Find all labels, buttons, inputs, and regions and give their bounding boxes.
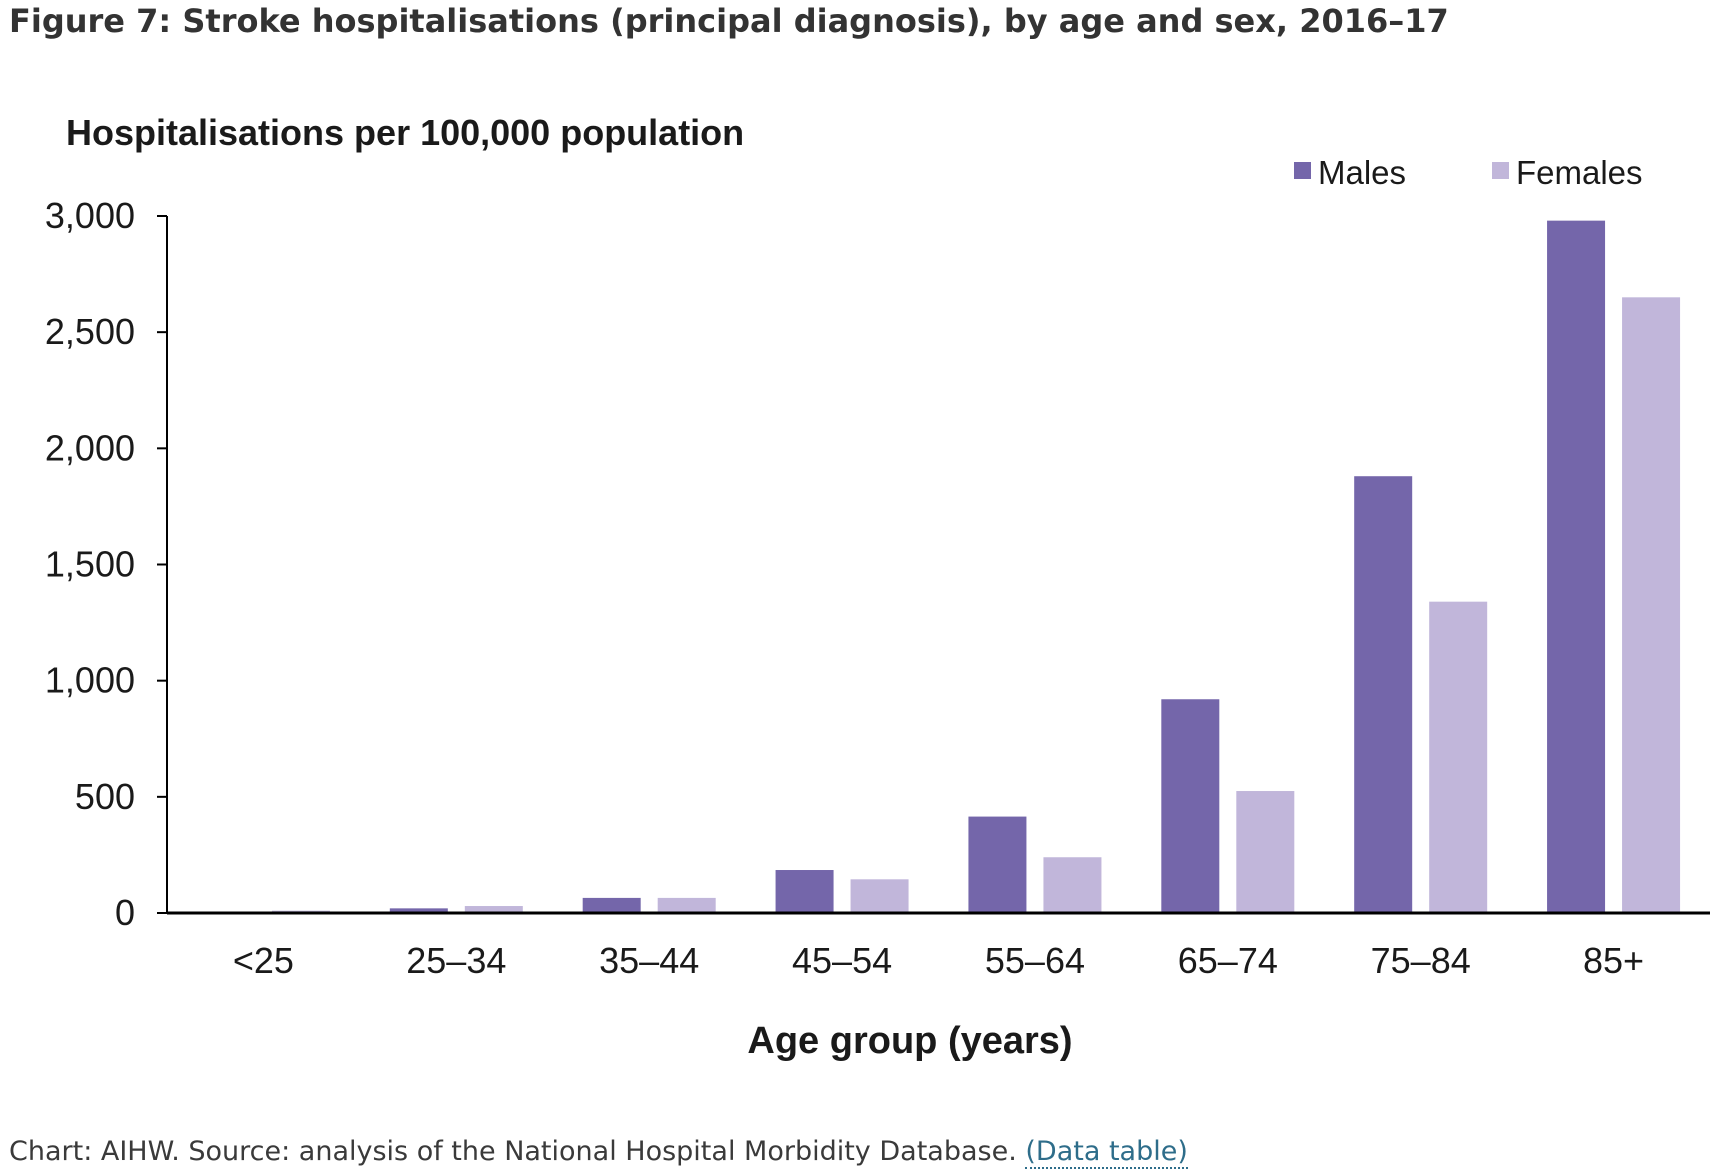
y-axis-title: Hospitalisations per 100,000 population	[66, 112, 744, 153]
bar-females	[464, 906, 523, 913]
bar-females	[850, 879, 909, 913]
bar-chart: Hospitalisations per 100,000 population …	[45, 112, 1710, 1062]
bar-females	[1429, 601, 1488, 913]
x-tick-label: 85+	[1583, 940, 1644, 981]
y-tick-label: 500	[75, 776, 135, 817]
x-tick-label: 65–74	[1178, 940, 1278, 981]
x-tick-label: 25–34	[406, 940, 506, 981]
bar-males	[582, 897, 641, 913]
x-axis: <25 25–34 35–44 45–54 55–64 65–74 75–84 85+	[167, 911, 1710, 981]
legend-swatch-females	[1492, 162, 1509, 179]
bar-males	[1547, 220, 1606, 913]
bar-males	[968, 816, 1027, 913]
x-tick-label: 55–64	[985, 940, 1085, 981]
bar-males	[1161, 699, 1220, 913]
x-tick-label: 75–84	[1371, 940, 1471, 981]
x-tick-label: 35–44	[599, 940, 699, 981]
figure-title: Figure 7: Stroke hospitalisations (princ…	[9, 2, 1449, 40]
x-tick-label: <25	[233, 940, 294, 981]
legend-label-males: Males	[1318, 154, 1406, 191]
y-tick-label: 0	[115, 892, 135, 933]
x-tick-label: 45–54	[792, 940, 892, 981]
y-axis: 0 500 1,000 1,500 2,000 2,500 3,000	[45, 195, 168, 933]
legend-label-females: Females	[1516, 154, 1643, 191]
bar-males	[775, 870, 834, 913]
legend: Males Females	[1294, 154, 1643, 191]
bar-females	[1622, 297, 1681, 914]
legend-swatch-males	[1294, 162, 1311, 179]
bar-females	[657, 897, 716, 913]
bar-females	[1236, 791, 1295, 913]
y-tick-label: 1,000	[45, 660, 135, 701]
y-tick-label: 3,000	[45, 195, 135, 236]
bar-males	[389, 908, 448, 913]
caption-text: Chart: AIHW. Source: analysis of the Nat…	[9, 1136, 1017, 1167]
bar-males	[1354, 476, 1413, 913]
chart-caption: Chart: AIHW. Source: analysis of the Nat…	[9, 1136, 1188, 1169]
bar-females	[1043, 857, 1102, 913]
y-tick-label: 2,000	[45, 427, 135, 468]
x-axis-title: Age group (years)	[747, 1020, 1072, 1062]
data-table-link[interactable]: (Data table)	[1025, 1136, 1188, 1169]
y-tick-label: 1,500	[45, 544, 135, 585]
bars-group	[196, 220, 1681, 914]
y-tick-label: 2,500	[45, 311, 135, 352]
